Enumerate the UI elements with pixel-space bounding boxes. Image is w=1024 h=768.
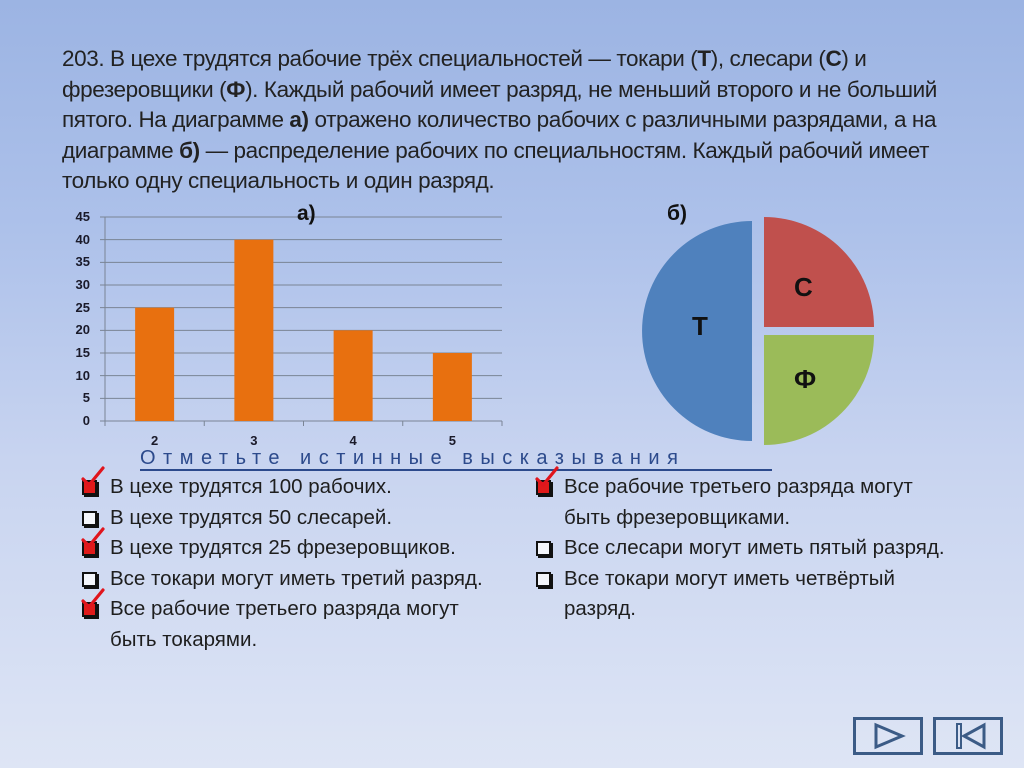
y-tick-label: 30 [75, 277, 90, 292]
statement-item: Все рабочие третьего разряда могут быть … [532, 466, 952, 533]
statements-list-left: В цехе трудятся 100 рабочих. В цехе трудя… [78, 466, 498, 655]
statement-text: В цехе трудятся 100 рабочих. [110, 475, 392, 498]
bar-grade-4 [333, 330, 373, 421]
y-tick-label: 35 [75, 254, 90, 270]
bar-grade-2 [135, 307, 175, 421]
play-icon [874, 722, 906, 750]
checkbox-unchecked[interactable] [536, 571, 551, 587]
pie-label-turners: Т [692, 311, 708, 341]
statement-text: Все рабочие третьего разряда могут быть … [564, 475, 913, 529]
problem-number: 203. [62, 46, 105, 71]
checkmark-icon [535, 466, 559, 488]
next-slide-button[interactable] [853, 717, 923, 755]
statement-item: Все слесари могут иметь пятый разряд. [532, 533, 952, 564]
checkbox-unchecked[interactable] [536, 541, 551, 556]
bar-chart-plot [100, 216, 503, 426]
statement-text: Все слесари могут иметь пятый разряд. [564, 536, 945, 559]
pie-chart-specialties: б) Т С Ф [630, 200, 890, 460]
y-tick-label: 40 [75, 231, 90, 247]
statement-text: В цехе трудятся 25 фрезеровщиков. [110, 536, 456, 559]
checkmark-icon [81, 527, 105, 549]
pie-chart-plot [642, 217, 874, 445]
checkmark-icon [81, 466, 105, 488]
y-tick-label: 10 [75, 367, 90, 383]
pie-slice-turners [642, 221, 752, 441]
pie-slice-fitters [764, 217, 874, 327]
statement-item: Все токари могут иметь третий разряд. [78, 564, 498, 595]
statements-heading: Отметьте истинные высказывания [140, 447, 772, 471]
problem-text: 203. В цехе трудятся рабочие трёх специа… [62, 46, 937, 193]
x-tick-label: 2 [151, 433, 159, 448]
y-tick-label: 0 [82, 413, 90, 428]
first-slide-button[interactable] [933, 717, 1003, 755]
y-tick-label: 45 [75, 209, 90, 224]
pie-chart-title: б) [667, 202, 687, 225]
bar-grade-3 [234, 239, 274, 421]
x-tick-label: 4 [349, 433, 357, 448]
checkbox-unchecked[interactable] [82, 571, 97, 587]
y-tick-label: 5 [82, 390, 90, 406]
pie-label-millers: Ф [794, 364, 817, 394]
y-tick-label: 15 [75, 345, 90, 360]
statement-item: В цехе трудятся 25 фрезеровщиков. [78, 527, 498, 564]
statement-item: В цехе трудятся 100 рабочих. [78, 466, 498, 503]
skip-to-start-icon [956, 722, 986, 750]
y-tick-label: 25 [75, 299, 90, 315]
statement-item: Все рабочие третьего разряда могут быть … [78, 588, 498, 655]
statement-item: В цехе трудятся 50 слесарей. [78, 503, 498, 534]
pie-slice-millers [764, 335, 874, 445]
x-tick-label: 3 [250, 433, 258, 448]
bar-chart-title: а) [297, 202, 316, 225]
statement-text: В цехе трудятся 50 слесарей. [110, 505, 393, 529]
pie-label-fitters: С [794, 272, 813, 302]
x-tick-label: 5 [448, 433, 456, 448]
bar-grade-5 [432, 353, 472, 421]
y-tick-label: 20 [75, 322, 90, 338]
statement-text: Все рабочие третьего разряда могут быть … [110, 597, 459, 651]
statement-text: Все токари могут иметь третий разряд. [110, 566, 483, 590]
statements-list-right: Все рабочие третьего разряда могут быть … [532, 466, 952, 625]
checkmark-icon [81, 588, 105, 610]
statement-text: Все токари могут иметь четвёртый разряд. [564, 566, 895, 621]
statement-item: Все токари могут иметь четвёртый разряд. [532, 564, 952, 625]
checkbox-unchecked[interactable] [82, 510, 97, 526]
